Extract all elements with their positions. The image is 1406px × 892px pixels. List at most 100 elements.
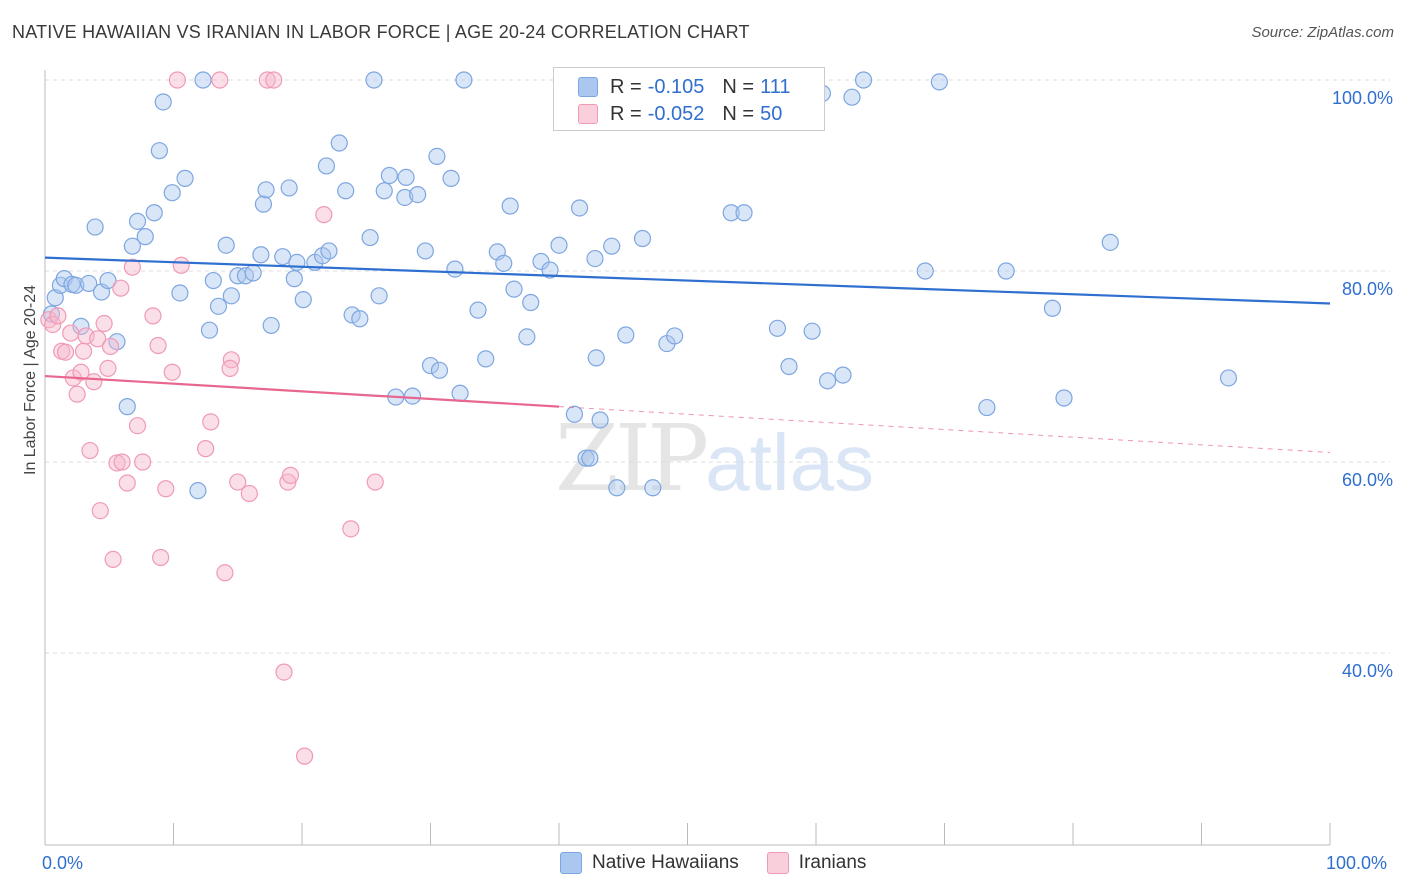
native-hawaiian-point xyxy=(522,293,540,312)
native-hawaiian-point xyxy=(768,319,787,337)
iranian-point xyxy=(258,71,276,89)
iranian-point xyxy=(123,258,141,276)
legend-n-label: N = xyxy=(722,75,755,98)
iranian-point xyxy=(222,351,240,369)
native-hawaiian-point xyxy=(204,271,222,290)
legend-swatch-blue xyxy=(578,77,598,97)
native-hawaiian-point xyxy=(577,449,595,467)
native-hawaiian-trend-line xyxy=(44,256,1331,305)
native-hawaiian-point xyxy=(633,229,652,248)
iranian-point xyxy=(113,453,131,471)
native-hawaiian-point xyxy=(477,350,495,368)
iranian-point xyxy=(118,474,136,492)
legend-item-native-hawaiians: Native Hawaiians xyxy=(560,852,739,874)
iranian-point xyxy=(144,307,162,325)
native-hawaiian-point xyxy=(380,166,398,185)
source-label: Source: ZipAtlas.com xyxy=(1251,24,1394,41)
legend-label-iranians: Iranians xyxy=(798,852,867,873)
iranian-point xyxy=(74,342,93,360)
native-hawaiian-point xyxy=(666,327,684,345)
watermark-zip: ZIP xyxy=(555,405,709,512)
native-hawaiian-point xyxy=(244,264,262,282)
native-hawaiian-point xyxy=(930,73,948,91)
native-hawaiian-point xyxy=(603,237,621,255)
iranian-point xyxy=(68,385,86,403)
x-min-label: 0.0% xyxy=(42,853,84,873)
native-hawaiian-point xyxy=(280,179,298,197)
iranian-point xyxy=(128,417,147,435)
native-hawaiian-point xyxy=(337,182,355,200)
legend-swatch-blue xyxy=(560,852,582,874)
iranian-point xyxy=(152,548,170,567)
legend-swatch-pink xyxy=(766,852,789,874)
native-hawaiian-point xyxy=(722,204,740,222)
native-hawaiian-point xyxy=(1055,389,1073,407)
iranian-point xyxy=(342,520,360,538)
legend-r-value: -0.105 xyxy=(647,75,705,98)
native-hawaiian-point xyxy=(150,142,168,160)
native-hawaiian-point xyxy=(397,168,415,187)
native-hawaiian-point xyxy=(608,479,626,497)
y-tick-label: 40.0% xyxy=(1342,661,1393,681)
iranian-point xyxy=(315,206,333,224)
native-hawaiian-point xyxy=(428,147,446,165)
legend-row-iranians: R = -0.052 N = 50 xyxy=(578,103,800,125)
legend-item-iranians: Iranians xyxy=(766,852,867,874)
native-hawaiian-point xyxy=(518,328,536,346)
native-hawaiian-point xyxy=(200,321,219,339)
native-hawaiian-point xyxy=(735,204,753,222)
native-hawaiian-point xyxy=(617,326,635,344)
native-hawaiian-point xyxy=(86,218,104,236)
native-hawaiian-point xyxy=(501,197,519,215)
native-hawaiian-point xyxy=(565,405,584,423)
native-hawaiian-point xyxy=(285,270,303,288)
iranian-point xyxy=(81,441,99,460)
native-hawaiian-point xyxy=(780,357,798,376)
legend-n-value: 111 xyxy=(760,75,791,98)
iranian-point xyxy=(281,466,300,484)
native-hawaiian-point xyxy=(446,260,464,278)
native-hawaiian-point xyxy=(123,237,141,255)
iranian-point xyxy=(211,71,229,89)
native-hawaiian-point xyxy=(978,398,996,417)
iranian-point xyxy=(168,71,186,89)
native-hawaiian-point xyxy=(550,236,568,254)
native-hawaiian-point xyxy=(532,252,550,271)
native-hawaiian-point xyxy=(455,71,473,89)
legend-swatch-pink xyxy=(578,104,598,124)
iranian-point xyxy=(95,314,113,333)
native-hawaiian-point xyxy=(586,249,604,268)
y-tick-label: 60.0% xyxy=(1342,470,1393,490)
iranian-point xyxy=(62,324,80,342)
iranian-point xyxy=(172,256,190,274)
native-hawaiian-point xyxy=(587,349,605,367)
native-hawaiian-point xyxy=(442,169,460,187)
native-hawaiian-point xyxy=(495,254,513,272)
iranian-point xyxy=(101,337,120,356)
native-hawaiian-point xyxy=(421,356,440,375)
iranian-point xyxy=(163,363,181,381)
iranian-trend-extension xyxy=(558,406,1331,453)
native-hawaiian-point xyxy=(591,411,609,429)
iranian-point xyxy=(279,473,297,491)
native-hawaiian-point xyxy=(67,276,85,294)
iranian-point xyxy=(56,343,75,361)
native-hawaiian-point xyxy=(257,181,275,199)
native-hawaiian-point xyxy=(252,246,270,264)
native-hawaiian-point xyxy=(843,88,861,106)
stats-legend: R = -0.105 N = 111 R = -0.052 N = 50 xyxy=(553,67,825,131)
legend-label-native-hawaiians: Native Hawaiians xyxy=(592,852,739,873)
iranian-point xyxy=(229,473,247,491)
native-hawaiian-point xyxy=(409,186,427,204)
native-hawaiian-point xyxy=(541,261,559,279)
native-hawaiian-point xyxy=(570,199,589,217)
native-hawaiian-point xyxy=(136,228,154,246)
iranian-point xyxy=(202,413,220,431)
iranian-trend-line xyxy=(44,374,560,408)
y-tick-label: 100.0% xyxy=(1332,88,1393,108)
y-tick-label: 80.0% xyxy=(1342,279,1393,299)
iranian-point xyxy=(134,453,152,471)
iranian-point xyxy=(197,440,215,458)
native-hawaiian-point xyxy=(430,361,449,379)
native-hawaiian-point xyxy=(294,291,312,309)
